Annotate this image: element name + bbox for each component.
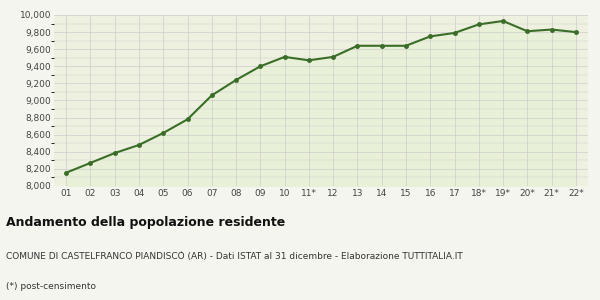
Text: Andamento della popolazione residente: Andamento della popolazione residente bbox=[6, 216, 285, 229]
Text: (*) post-censimento: (*) post-censimento bbox=[6, 282, 96, 291]
Text: COMUNE DI CASTELFRANCO PIANDISCÒ (AR) - Dati ISTAT al 31 dicembre - Elaborazion: COMUNE DI CASTELFRANCO PIANDISCÒ (AR) -… bbox=[6, 252, 463, 261]
